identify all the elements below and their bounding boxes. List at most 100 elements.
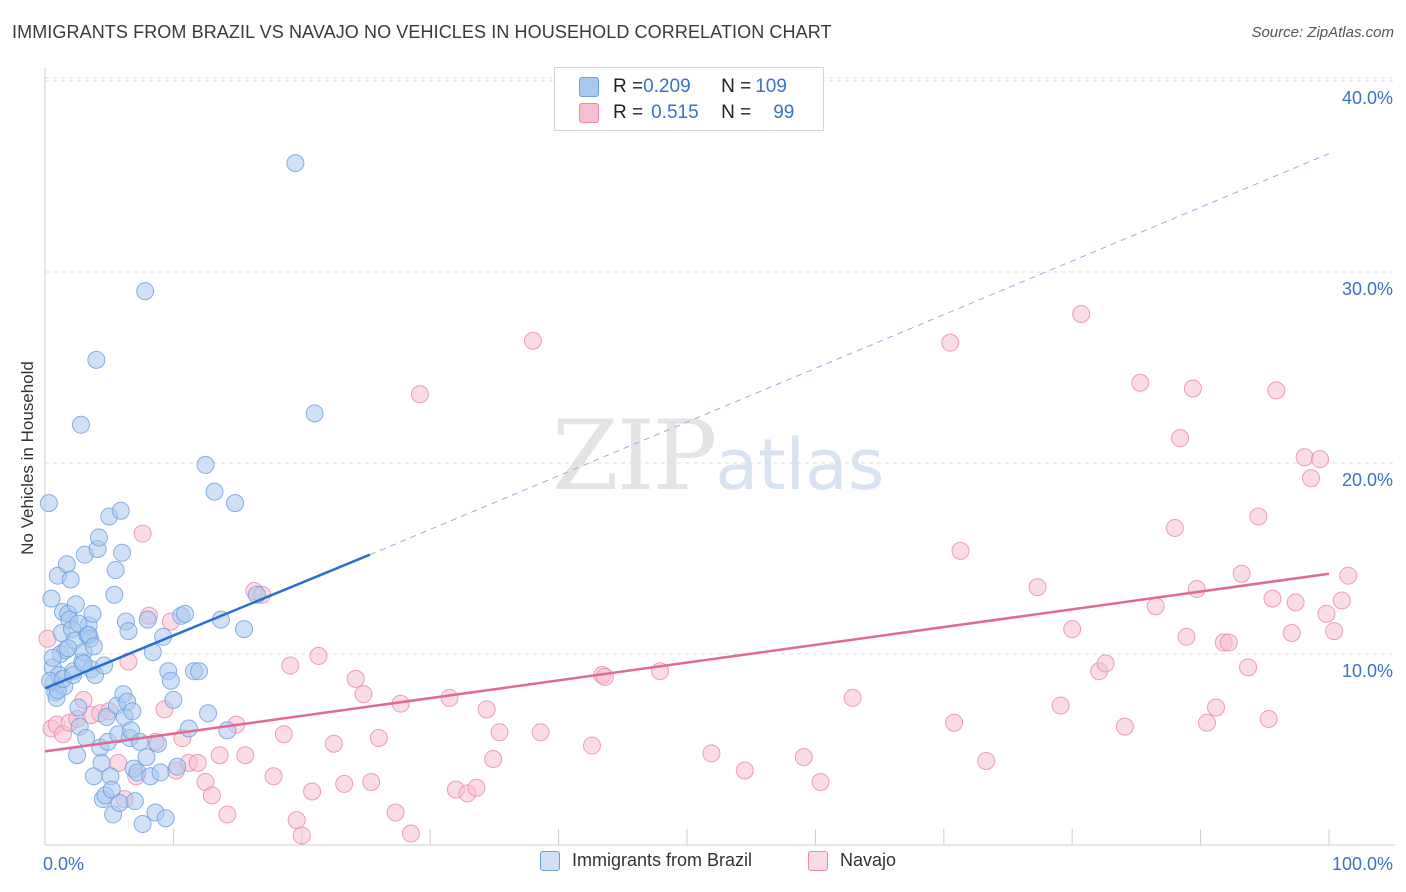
brazil-point: [305, 404, 324, 423]
navajo-point: [467, 778, 486, 797]
legend-r-value: 0.515: [651, 102, 699, 123]
y-tick-label: 40.0%: [1342, 88, 1393, 108]
navajo-point: [1198, 713, 1217, 732]
brazil-point: [123, 702, 142, 721]
navajo-point: [595, 667, 614, 686]
navajo-point: [531, 723, 550, 742]
navajo-point: [346, 669, 365, 688]
y-axis-label: No Vehicles in Household: [18, 361, 37, 555]
navajo-point: [811, 772, 830, 791]
brazil-point: [42, 589, 61, 608]
navajo-point: [1259, 709, 1278, 728]
brazil-point: [111, 501, 130, 520]
brazil-point: [110, 793, 129, 812]
navajo-point: [401, 824, 420, 843]
series-legend: Immigrants from Brazil Navajo: [0, 850, 1406, 878]
brazil-point: [151, 763, 170, 782]
navajo-point: [1267, 381, 1286, 400]
watermark-zip: ZIP: [552, 400, 717, 512]
navajo-point: [303, 782, 322, 801]
brazil-point: [119, 622, 138, 641]
y-tick-label: 10.0%: [1342, 661, 1393, 681]
brazil-point: [164, 690, 183, 709]
navajo-point: [264, 767, 283, 786]
brazil-point: [235, 620, 254, 639]
navajo-point: [1282, 623, 1301, 642]
brazil-point: [179, 719, 198, 738]
navajo-point: [977, 751, 996, 770]
legend-row-brazil: R = 0.209 N = 109: [579, 74, 787, 100]
navajo-point: [1249, 507, 1268, 526]
brazil-point: [205, 482, 224, 501]
navajo-point: [354, 685, 373, 704]
brazil-point: [102, 780, 121, 799]
brazil-point: [190, 662, 209, 681]
brazil-point: [39, 494, 58, 513]
navajo-point: [794, 748, 813, 767]
brazil-point: [161, 671, 180, 690]
navajo-point: [410, 385, 429, 404]
navajo-point: [1286, 593, 1305, 612]
navajo-point: [702, 744, 721, 763]
brazil-point: [66, 595, 85, 614]
navajo-point: [1263, 589, 1282, 608]
navajo-point: [236, 746, 255, 765]
legend-swatch-brazil: [579, 77, 599, 97]
brazil-point: [69, 614, 88, 633]
navajo-point: [843, 688, 862, 707]
brazil-point: [156, 809, 175, 828]
navajo-point: [1232, 564, 1251, 583]
navajo-point: [1187, 580, 1206, 599]
legend-n-value: 109: [755, 76, 787, 97]
legend-n-label: N =: [721, 76, 752, 97]
brazil-point: [226, 494, 245, 513]
navajo-point: [490, 723, 509, 742]
brazil-point: [97, 708, 116, 727]
brazil-point: [59, 639, 78, 658]
navajo-point: [941, 333, 960, 352]
navajo-point: [440, 688, 459, 707]
y-tick-label: 30.0%: [1342, 279, 1393, 299]
navajo-point: [1096, 654, 1115, 673]
brazil-point: [105, 585, 124, 604]
correlation-legend: R = 0.209 N = 109 R = 0.515 N = 99: [554, 67, 824, 131]
brazil-point: [71, 415, 90, 434]
navajo-point: [1239, 658, 1258, 677]
brazil-point: [84, 637, 103, 656]
navajo-point: [292, 826, 311, 845]
navajo-point: [1028, 578, 1047, 597]
navajo-point: [369, 729, 388, 748]
navajo-point: [1311, 450, 1330, 469]
brazil-point: [133, 814, 152, 833]
navajo-point: [188, 753, 207, 772]
legend-swatch-navajo: [579, 103, 599, 123]
navajo-trend-line: [44, 572, 1330, 753]
series-swatch-brazil: [540, 850, 560, 871]
navajo-point: [484, 750, 503, 769]
navajo-point: [281, 656, 300, 675]
legend-n-label: N =: [721, 102, 752, 123]
brazil-point: [87, 350, 106, 369]
navajo-point: [1165, 518, 1184, 537]
navajo-point: [1317, 604, 1336, 623]
brazil-point: [89, 528, 108, 547]
legend-row-navajo: R = 0.515 N = 99: [579, 100, 794, 126]
legend-r-label: R =: [613, 102, 644, 123]
series-legend-item-navajo[interactable]: Navajo: [808, 850, 896, 871]
series-legend-item-brazil[interactable]: Immigrants from Brazil: [540, 850, 752, 871]
navajo-point: [1332, 591, 1351, 610]
series-legend-label: Navajo: [840, 850, 897, 870]
navajo-point: [1177, 627, 1196, 646]
brazil-point: [199, 704, 218, 723]
brazil-point: [286, 154, 305, 173]
watermark-atlas: atlas: [715, 424, 885, 506]
navajo-point: [735, 761, 754, 780]
brazil-point: [136, 282, 155, 301]
brazil-point: [137, 748, 156, 767]
series-swatch-navajo: [808, 850, 828, 871]
y-tick-label: 20.0%: [1342, 470, 1393, 490]
brazil-point: [168, 757, 187, 776]
navajo-point: [1131, 373, 1150, 392]
brazil-point: [125, 792, 144, 811]
